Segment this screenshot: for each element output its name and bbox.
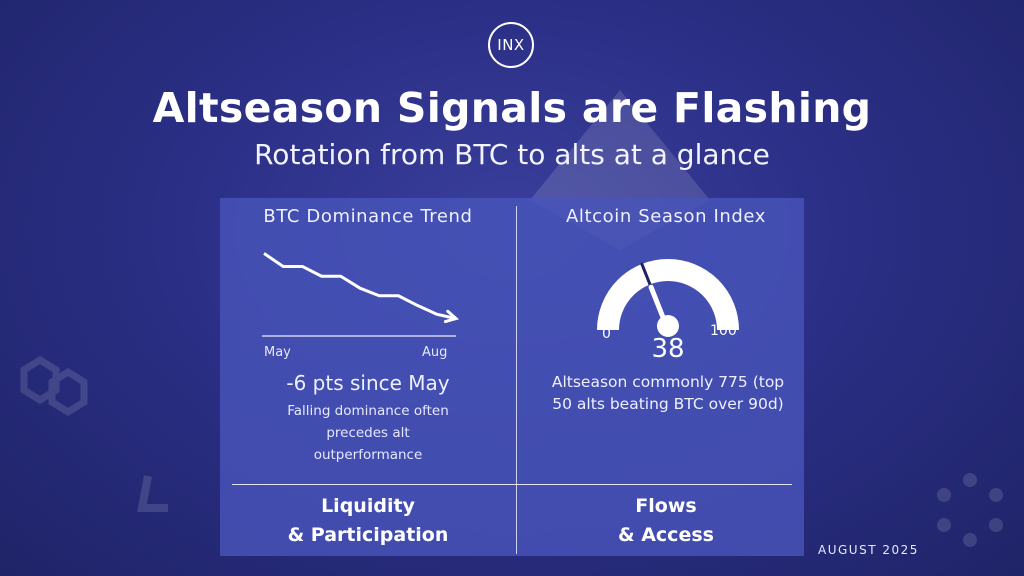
background-litecoin-icon: [137, 475, 168, 512]
x-tick-label-may: May: [264, 345, 291, 360]
btc-dominance-chart: [262, 252, 460, 337]
gauge-arc: [597, 259, 739, 331]
trend-arrowhead: [443, 309, 460, 324]
background-cardano-icon: [937, 473, 1003, 547]
date-label: AUGUST 2025: [818, 543, 919, 557]
dominance-series-line: [263, 252, 457, 321]
background-polygon-logo-icon: [20, 355, 88, 417]
inx-logo: INX: [488, 22, 534, 68]
flows-label-line1: Flows: [635, 495, 697, 517]
gauge-max-label: 100: [710, 323, 737, 339]
gauge-value: 38: [651, 334, 685, 364]
altseason-description: Altseason commonly 775 (top 50 alts beat…: [551, 373, 785, 413]
altcoin-season-title: Altcoin Season Index: [565, 206, 766, 227]
liquidity-participation-label: Liquidity & Participation: [220, 492, 516, 550]
gauge-min-label: 0: [602, 326, 611, 342]
dominance-change-stat: -6 pts since May: [286, 371, 450, 395]
infographic-panel: BTC Dominance Trend May Aug -6 pts since…: [220, 198, 804, 556]
gauge-hub: [657, 315, 679, 337]
liquidity-label-line1: Liquidity: [321, 495, 415, 517]
flows-access-label: Flows & Access: [518, 492, 814, 550]
vertical-divider: [516, 206, 517, 554]
x-tick-label-aug: Aug: [422, 345, 448, 360]
altcoin-season-gauge: [597, 259, 739, 337]
flows-label-line2: & Access: [618, 524, 714, 546]
btc-dominance-title: BTC Dominance Trend: [263, 206, 473, 227]
dominance-description: Falling dominance often precedes alt out…: [287, 403, 449, 463]
horizontal-divider: [232, 484, 792, 485]
liquidity-label-line2: & Participation: [287, 524, 449, 546]
page-title: Altseason Signals are Flashing: [152, 84, 872, 132]
page-subtitle: Rotation from BTC to alts at a glance: [254, 138, 770, 171]
logo-text: INX: [497, 36, 525, 54]
